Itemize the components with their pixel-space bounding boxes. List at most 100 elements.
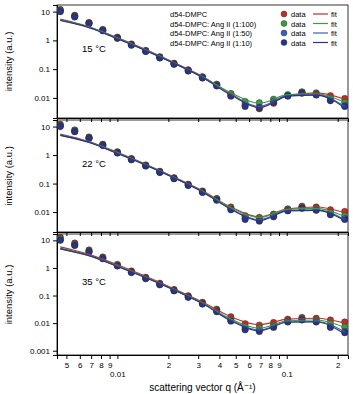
data-point (72, 129, 78, 135)
data-point (57, 237, 63, 243)
x-tick-label: 6 (247, 361, 252, 370)
y-axis-line (53, 235, 58, 356)
fit-line (60, 19, 344, 108)
x-tick-mark (66, 355, 67, 359)
y-tick: 0.1 (39, 292, 57, 301)
x-tick-mark (338, 355, 339, 359)
x-tick: 8 (99, 355, 104, 370)
fit-line (60, 247, 344, 325)
data-point (72, 14, 78, 20)
y-tick: 1 (46, 151, 57, 160)
legend-label: fit (331, 10, 338, 19)
x-tick-mark (110, 355, 111, 359)
y-axis-title: intensity (a.u.) (3, 146, 14, 206)
legend-marker (281, 21, 287, 27)
legend-line (313, 42, 328, 43)
data-point (72, 13, 78, 19)
y-tick: 10 (41, 236, 57, 245)
x-axis: 567890.01234567890.12 (58, 355, 349, 379)
x-tick-mark (91, 355, 92, 359)
x-axis-title: scattering vector q (Å⁻¹) (149, 381, 255, 393)
y-tick: 10 (41, 8, 57, 17)
fit-line (60, 21, 344, 108)
y-tick-label: 0.01 (34, 319, 50, 328)
y-tick-mark (53, 69, 57, 70)
data-point (72, 128, 78, 134)
x-tick: 9 (108, 355, 113, 370)
panel: 567890.01234567890.121010.10.010.001inte… (3, 234, 349, 393)
annotation: 22 °C (82, 158, 106, 169)
y-tick: 0.1 (39, 65, 57, 74)
y-tick: 0.01 (34, 319, 57, 328)
x-tick-label: 2 (167, 361, 172, 370)
y-tick-mark (53, 351, 57, 352)
x-tick-label: 8 (269, 361, 274, 370)
x-tick-label: 0.1 (282, 370, 294, 379)
x-tick-mark (80, 355, 81, 359)
legend-marker (281, 40, 287, 46)
y-axis: 10 1 0.1 0.01 0.001 (30, 235, 58, 356)
x-tick: 4 (218, 355, 223, 370)
figure: 1010.10.01intensity (a.u.)15 °Cd54-DMPCd… (0, 0, 353, 394)
y-tick-mark (53, 268, 57, 269)
x-tick-mark (198, 355, 199, 359)
x-tick: 2 (167, 355, 172, 370)
legend-line (313, 23, 328, 24)
x-tick: 5 (65, 355, 70, 370)
x-tick: 2 (336, 355, 341, 370)
y-tick-label: 10 (41, 123, 50, 132)
y-tick: 0.001 (30, 347, 57, 356)
x-tick-label: 5 (234, 361, 239, 370)
series-points (57, 235, 348, 331)
y-tick: 0.1 (39, 180, 57, 189)
annotation: 35 °C (82, 276, 106, 287)
y-tick-label: 10 (41, 8, 50, 17)
x-tick-label: 2 (336, 361, 341, 370)
y-tick-mark (53, 323, 57, 324)
y-tick-label: 0.1 (39, 65, 51, 74)
y-tick-label: 0.01 (34, 208, 50, 217)
y-tick-mark (53, 296, 57, 297)
series-points (57, 123, 348, 224)
x-tick: 3 (196, 355, 201, 370)
y-tick-label: 1 (46, 36, 51, 45)
x-tick-label: 9 (108, 361, 113, 370)
y-tick-label: 1 (46, 151, 51, 160)
x-tick-label: 6 (78, 361, 83, 370)
legend-line (313, 13, 328, 14)
x-tick-label: 3 (196, 361, 201, 370)
x-tick: 6 (247, 355, 252, 370)
fit-line (60, 248, 344, 328)
y-tick-mark (53, 12, 57, 13)
x-tick: 7 (89, 355, 94, 370)
y-axis-title: intensity (a.u.) (3, 265, 14, 325)
legend-label: d54-DMPC: Ang II (1:10) (170, 39, 253, 48)
x-tick-mark (270, 355, 271, 359)
legend-label: data (291, 10, 306, 19)
plot-frame (57, 234, 348, 355)
x-tick-mark (279, 355, 280, 359)
y-axis: 1010.10.01 (34, 6, 57, 119)
y-tick-mark (53, 212, 57, 213)
y-tick: 10 (41, 123, 57, 132)
x-tick-mark (168, 355, 169, 359)
x-tick-mark (287, 355, 288, 359)
legend-label: data (291, 20, 306, 29)
fit-line (60, 249, 344, 334)
y-tick-label: 0.001 (30, 347, 51, 356)
y-tick: 0.01 (34, 208, 57, 217)
x-tick-label: 4 (218, 361, 223, 370)
fit-line (60, 135, 344, 220)
y-tick-mark (53, 184, 57, 185)
y-tick-mark (53, 155, 57, 156)
legend-label: d54-DMPC: Ang II (1:50) (170, 29, 253, 38)
x-tick-label: 9 (277, 361, 282, 370)
plot-area (57, 6, 348, 112)
x-axis-line (58, 356, 349, 360)
y-tick-label: 1 (46, 264, 51, 273)
y-axis-line (53, 6, 58, 119)
x-tick-label: 5 (65, 361, 70, 370)
fit-line (60, 134, 344, 217)
legend-marker (281, 30, 287, 36)
legend-background (168, 8, 346, 49)
